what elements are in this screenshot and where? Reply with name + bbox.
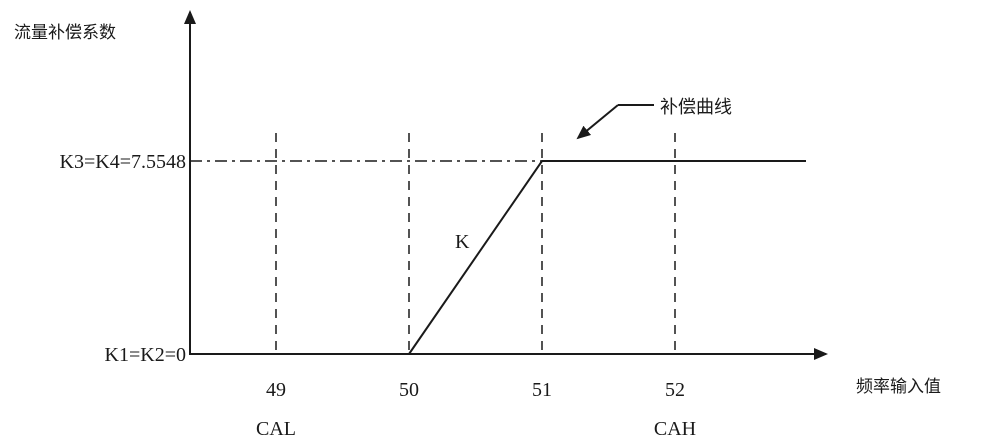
x-tick-label: 50 — [399, 379, 419, 401]
series-layer — [408, 160, 806, 355]
x-tick-labels: 49 50 51 52 — [266, 379, 685, 401]
y-tick-label: K1=K2=0 — [105, 344, 186, 366]
category-labels: CAL CAH — [256, 418, 696, 440]
y-tick-labels: K1=K2=0 K3=K4=7.5548 — [60, 151, 186, 366]
y-axis-title: 流量补偿系数 — [14, 23, 116, 43]
y-tick-label: K3=K4=7.5548 — [60, 151, 186, 173]
reference-lines — [190, 133, 676, 354]
category-label: CAH — [654, 418, 696, 440]
curve-pointer-arrow — [576, 104, 619, 140]
slope-label: K — [455, 231, 470, 253]
x-axis-title: 频率输入值 — [856, 377, 941, 397]
category-label: CAL — [256, 418, 296, 440]
curve-label: 补偿曲线 — [660, 97, 732, 118]
x-tick-label: 51 — [532, 379, 552, 401]
x-tick-label: 49 — [266, 379, 286, 401]
series-line — [408, 160, 806, 355]
x-tick-label: 52 — [665, 379, 685, 401]
